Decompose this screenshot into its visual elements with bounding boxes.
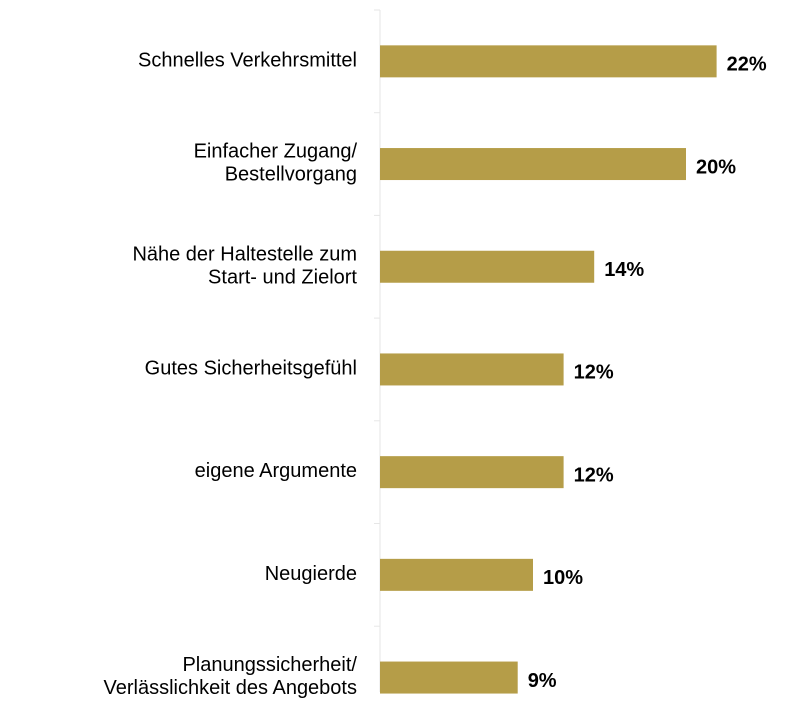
category-label: Einfacher Zugang/Bestellvorgang [194,141,358,186]
bar [380,250,595,283]
bar [380,661,518,694]
value-label: 22% [727,54,767,76]
bar [380,558,533,591]
category-label: Gutes Sicherheitsgefühl [145,358,357,380]
category-label: Planungssicherheit/Verlässlichkeit des A… [104,654,358,699]
value-label: 14% [604,259,644,281]
bar [380,456,564,489]
value-label: 20% [696,156,736,178]
bar [380,148,686,181]
value-label: 10% [543,567,583,589]
category-label: Schnelles Verkehrsmittel [138,50,357,72]
value-label: 12% [574,464,614,486]
category-label: Neugierde [265,563,357,585]
category-label: Nähe der Haltestelle zum Start- und Zielo… [132,244,357,289]
bar [380,353,564,386]
bar [380,45,717,78]
category-label: eigene Argumente [195,460,357,482]
value-label: 12% [574,362,614,384]
value-label: 9% [528,670,557,692]
